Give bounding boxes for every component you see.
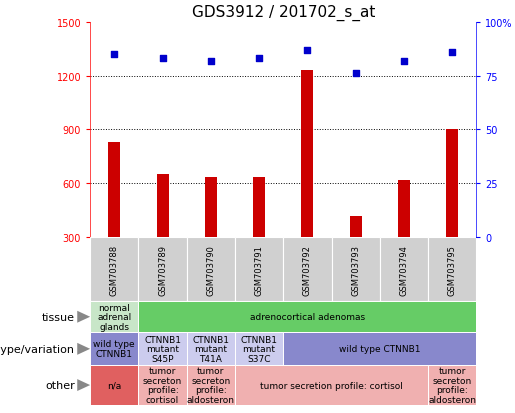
Point bbox=[110, 52, 118, 58]
Bar bbox=[332, 237, 380, 301]
Bar bbox=[139, 301, 476, 332]
Text: tumor secretion profile: cortisol: tumor secretion profile: cortisol bbox=[260, 381, 403, 389]
Bar bbox=[90, 301, 139, 332]
Point bbox=[255, 56, 263, 62]
Text: GSM703790: GSM703790 bbox=[207, 244, 215, 295]
Bar bbox=[235, 332, 283, 366]
Bar bbox=[90, 237, 139, 301]
Bar bbox=[283, 332, 476, 366]
Text: CTNNB1
mutant
T41A: CTNNB1 mutant T41A bbox=[192, 335, 229, 363]
Text: adrenocortical adenomas: adrenocortical adenomas bbox=[250, 313, 365, 321]
Point bbox=[303, 47, 312, 54]
Title: GDS3912 / 201702_s_at: GDS3912 / 201702_s_at bbox=[192, 5, 375, 21]
Bar bbox=[253, 178, 265, 291]
Bar bbox=[446, 130, 458, 291]
Text: GSM703794: GSM703794 bbox=[400, 244, 408, 295]
Point bbox=[448, 50, 456, 56]
Bar bbox=[398, 180, 410, 291]
Text: wild type
CTNNB1: wild type CTNNB1 bbox=[93, 339, 135, 358]
Bar bbox=[139, 366, 186, 405]
Point bbox=[400, 58, 408, 65]
Text: normal
adrenal
glands: normal adrenal glands bbox=[97, 303, 131, 331]
Bar bbox=[90, 366, 139, 405]
Text: tumor
secreton
profile:
aldosteron: tumor secreton profile: aldosteron bbox=[428, 366, 476, 404]
Text: CTNNB1
mutant
S37C: CTNNB1 mutant S37C bbox=[241, 335, 278, 363]
Bar bbox=[90, 332, 139, 366]
Bar bbox=[186, 237, 235, 301]
Bar bbox=[428, 237, 476, 301]
Text: GSM703792: GSM703792 bbox=[303, 244, 312, 295]
Text: GSM703795: GSM703795 bbox=[448, 244, 457, 295]
Point bbox=[207, 58, 215, 65]
Bar bbox=[235, 366, 428, 405]
Text: GSM703788: GSM703788 bbox=[110, 244, 119, 295]
Polygon shape bbox=[77, 311, 90, 323]
Text: tissue: tissue bbox=[42, 312, 75, 322]
Bar bbox=[283, 237, 332, 301]
Bar bbox=[108, 142, 121, 291]
Point bbox=[159, 56, 167, 62]
Bar bbox=[186, 332, 235, 366]
Text: GSM703793: GSM703793 bbox=[351, 244, 360, 295]
Text: tumor
secreton
profile:
cortisol: tumor secreton profile: cortisol bbox=[143, 366, 182, 404]
Bar bbox=[350, 216, 362, 291]
Bar bbox=[301, 71, 314, 291]
Text: genotype/variation: genotype/variation bbox=[0, 344, 75, 354]
Bar bbox=[380, 237, 428, 301]
Bar bbox=[139, 237, 186, 301]
Bar bbox=[428, 366, 476, 405]
Bar bbox=[186, 366, 235, 405]
Text: other: other bbox=[45, 380, 75, 390]
Bar bbox=[205, 178, 217, 291]
Text: tumor
secreton
profile:
aldosteron: tumor secreton profile: aldosteron bbox=[187, 366, 235, 404]
Polygon shape bbox=[77, 343, 90, 355]
Text: wild type CTNNB1: wild type CTNNB1 bbox=[339, 344, 421, 354]
Text: GSM703789: GSM703789 bbox=[158, 244, 167, 295]
Text: CTNNB1
mutant
S45P: CTNNB1 mutant S45P bbox=[144, 335, 181, 363]
Text: n/a: n/a bbox=[107, 381, 122, 389]
Bar bbox=[235, 237, 283, 301]
Bar bbox=[157, 175, 168, 291]
Point bbox=[352, 71, 360, 78]
Polygon shape bbox=[77, 379, 90, 391]
Text: GSM703791: GSM703791 bbox=[254, 244, 264, 295]
Bar bbox=[139, 332, 186, 366]
